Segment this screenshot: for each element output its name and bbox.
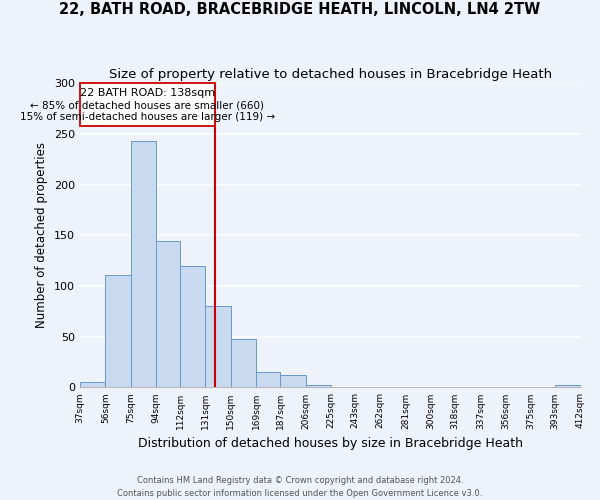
Text: 22 BATH ROAD: 138sqm: 22 BATH ROAD: 138sqm	[80, 88, 215, 98]
Text: 22, BATH ROAD, BRACEBRIDGE HEATH, LINCOLN, LN4 2TW: 22, BATH ROAD, BRACEBRIDGE HEATH, LINCOL…	[59, 2, 541, 18]
X-axis label: Distribution of detached houses by size in Bracebridge Heath: Distribution of detached houses by size …	[138, 437, 523, 450]
Bar	[131, 141, 156, 388]
Bar	[231, 338, 256, 388]
Text: ← 85% of detached houses are smaller (660): ← 85% of detached houses are smaller (66…	[31, 100, 265, 110]
Bar	[555, 386, 581, 388]
Text: Contains HM Land Registry data © Crown copyright and database right 2024.
Contai: Contains HM Land Registry data © Crown c…	[118, 476, 482, 498]
Y-axis label: Number of detached properties: Number of detached properties	[35, 142, 49, 328]
Bar	[280, 376, 305, 388]
Bar	[156, 242, 180, 388]
Bar	[80, 382, 106, 388]
Bar	[256, 372, 280, 388]
Bar	[180, 266, 205, 388]
FancyBboxPatch shape	[80, 83, 215, 126]
Bar	[106, 275, 131, 388]
Bar	[305, 386, 331, 388]
Bar	[205, 306, 231, 388]
Text: 15% of semi-detached houses are larger (119) →: 15% of semi-detached houses are larger (…	[20, 112, 275, 122]
Title: Size of property relative to detached houses in Bracebridge Heath: Size of property relative to detached ho…	[109, 68, 552, 80]
